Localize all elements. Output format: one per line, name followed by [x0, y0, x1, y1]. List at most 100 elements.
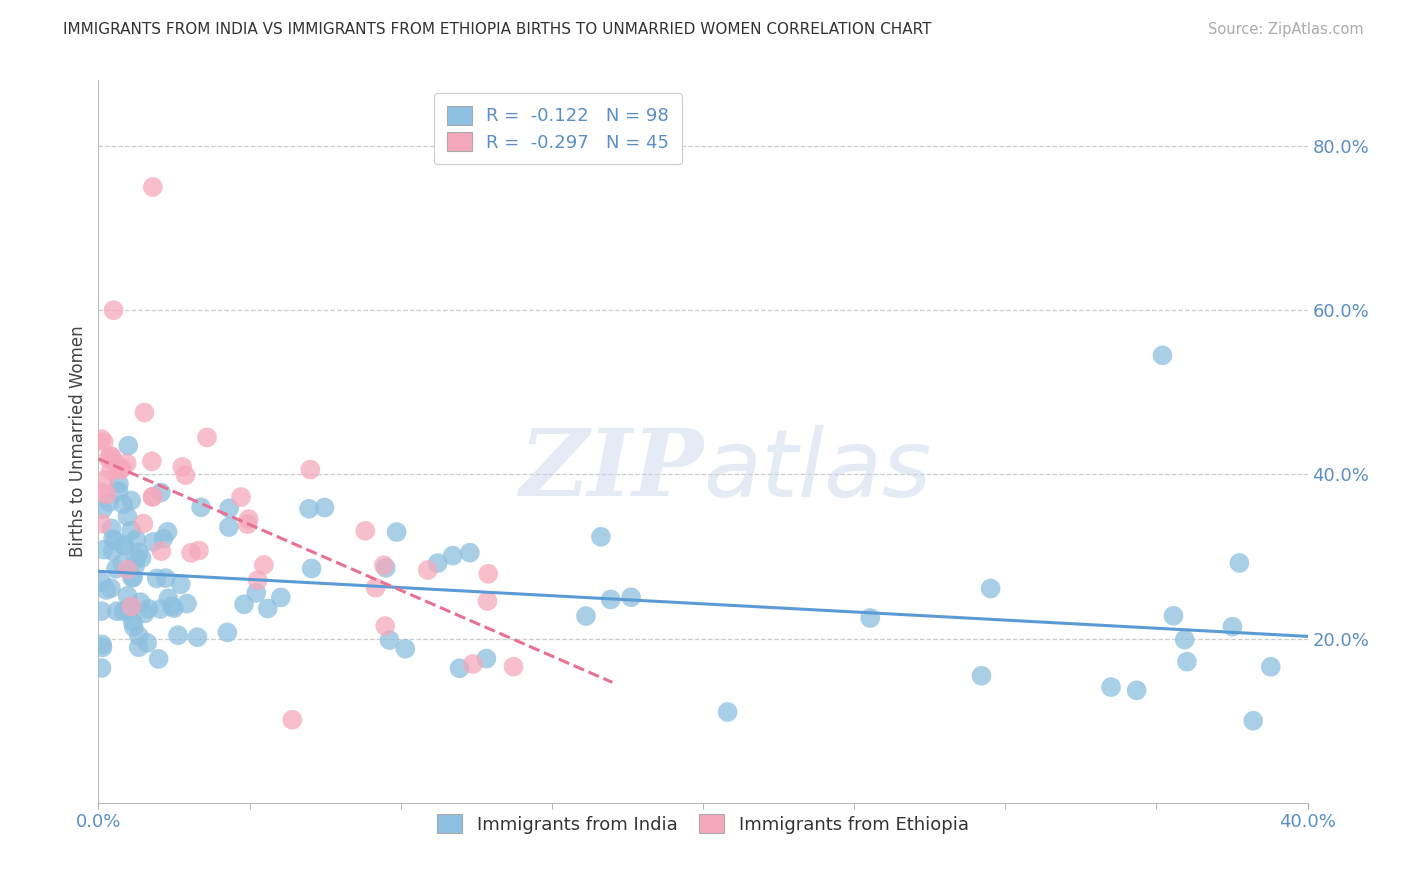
Point [160, 599, 183, 614]
Point [170, 577, 193, 591]
Point [91, 502, 114, 516]
Point [270, 591, 292, 605]
Point [449, 661, 471, 675]
Point [426, 556, 449, 570]
Point [152, 532, 174, 546]
Point [163, 601, 186, 615]
Point [1241, 714, 1264, 728]
Point [174, 468, 197, 483]
Point [121, 570, 143, 584]
Text: atlas: atlas [703, 425, 931, 516]
Point [120, 493, 142, 508]
Point [246, 573, 269, 587]
Point [90, 661, 112, 675]
Point [114, 538, 136, 552]
Point [167, 628, 190, 642]
Point [374, 561, 396, 575]
Point [91, 640, 114, 655]
Point [620, 591, 643, 605]
Point [90, 516, 112, 531]
Point [1175, 655, 1198, 669]
Point [217, 625, 239, 640]
Point [124, 558, 146, 573]
Legend: Immigrants from India, Immigrants from Ethiopia: Immigrants from India, Immigrants from E… [430, 806, 976, 841]
Point [104, 533, 127, 548]
Text: ZIP: ZIP [519, 425, 703, 516]
Point [458, 546, 481, 560]
Point [502, 659, 524, 673]
Point [100, 464, 122, 478]
Point [716, 705, 738, 719]
Point [112, 539, 135, 553]
Point [117, 589, 139, 603]
Point [236, 517, 259, 532]
Point [94, 473, 117, 487]
Point [298, 501, 321, 516]
Point [299, 462, 322, 476]
Point [394, 641, 416, 656]
Point [229, 490, 252, 504]
Point [136, 636, 159, 650]
Point [186, 630, 208, 644]
Point [115, 457, 138, 471]
Point [1152, 348, 1174, 362]
Point [970, 669, 993, 683]
Point [477, 594, 499, 608]
Point [218, 520, 240, 534]
Point [575, 609, 598, 624]
Point [475, 651, 498, 665]
Point [1163, 608, 1185, 623]
Point [128, 629, 150, 643]
Point [256, 601, 278, 615]
Point [188, 543, 211, 558]
Point [112, 497, 135, 511]
Point [142, 535, 165, 549]
Point [101, 450, 124, 465]
Point [128, 640, 150, 655]
Point [98, 495, 121, 509]
Point [416, 563, 439, 577]
Point [1260, 660, 1282, 674]
Point [134, 405, 156, 419]
Point [142, 490, 165, 504]
Point [180, 546, 202, 560]
Point [378, 633, 401, 648]
Point [118, 599, 141, 614]
Point [132, 516, 155, 531]
Point [149, 602, 172, 616]
Point [195, 430, 218, 444]
Point [980, 582, 1002, 596]
Point [125, 551, 148, 566]
Point [172, 459, 194, 474]
Point [117, 439, 139, 453]
Point [354, 524, 377, 538]
Point [1222, 620, 1244, 634]
Point [118, 604, 141, 618]
Point [477, 566, 499, 581]
Point [111, 557, 134, 571]
Point [103, 303, 125, 318]
Point [101, 544, 124, 558]
Point [461, 657, 484, 671]
Point [157, 591, 180, 606]
Point [1099, 680, 1122, 694]
Point [141, 490, 163, 504]
Point [117, 509, 139, 524]
Point [122, 570, 145, 584]
Point [1125, 683, 1147, 698]
Point [1229, 556, 1251, 570]
Point [122, 620, 145, 634]
Point [364, 581, 387, 595]
Point [301, 561, 323, 575]
Point [105, 562, 128, 576]
Point [149, 485, 172, 500]
Point [218, 501, 240, 516]
Point [148, 652, 170, 666]
Point [110, 463, 132, 477]
Point [155, 571, 177, 585]
Point [589, 530, 612, 544]
Point [141, 454, 163, 468]
Point [253, 558, 276, 572]
Point [314, 500, 336, 515]
Point [90, 604, 112, 618]
